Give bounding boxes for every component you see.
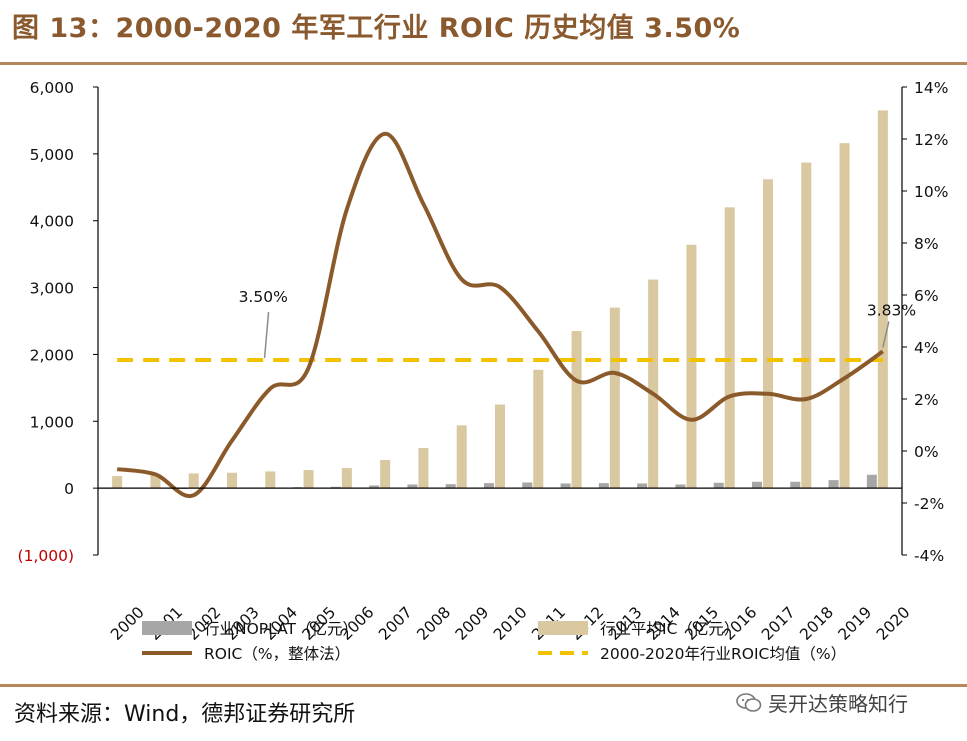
x-tick-label: 2000 xyxy=(107,603,148,644)
right-tick-label: -4% xyxy=(914,547,944,565)
left-tick-label: (1,000) xyxy=(18,547,74,565)
ic-bar xyxy=(533,369,544,489)
ic-bar xyxy=(609,307,620,489)
right-tick-label: 2% xyxy=(914,391,939,409)
noplat-bar xyxy=(445,484,456,489)
roic-line xyxy=(116,131,885,499)
right-tick-label: 8% xyxy=(914,235,939,253)
left-tick-label: 6,000 xyxy=(30,79,74,97)
annotation-label: 3.83% xyxy=(867,301,916,319)
ic-bar xyxy=(648,279,659,489)
noplat-bar xyxy=(484,483,494,489)
annotation-label: 3.50% xyxy=(239,288,288,306)
left-tick-label: 1,000 xyxy=(30,413,74,431)
left-tick-label: 0 xyxy=(64,480,74,498)
noplat-bar xyxy=(637,483,648,489)
x-tick-label: 2020 xyxy=(873,603,914,644)
watermark: 吴开达策略知行 xyxy=(736,688,908,717)
left-tick-label: 2,000 xyxy=(30,346,74,364)
annotation-leader xyxy=(263,311,270,359)
right-tick-label: 6% xyxy=(914,287,939,305)
noplat-bar xyxy=(522,482,533,489)
ic-bar xyxy=(724,207,735,489)
ic-bar xyxy=(763,179,773,489)
ic-bar xyxy=(686,244,697,489)
ic-bar xyxy=(380,460,391,489)
ic-bar xyxy=(571,331,582,489)
x-tick-label: 2010 xyxy=(490,603,531,644)
ic-bar xyxy=(303,470,314,489)
title-rule xyxy=(0,62,967,65)
ic-bar xyxy=(188,473,199,489)
right-tick-label: 12% xyxy=(914,131,948,149)
ic-bar xyxy=(839,143,850,489)
noplat-bar xyxy=(560,483,571,489)
noplat-bar xyxy=(713,482,724,489)
chart-title: 图 13：2000-2020 年军工行业 ROIC 历史均值 3.50% xyxy=(12,13,741,44)
left-tick-label: 5,000 xyxy=(30,146,74,164)
right-tick-label: 0% xyxy=(914,443,939,461)
x-tick-label: 2019 xyxy=(835,603,876,644)
ic-bar xyxy=(495,404,505,489)
ic-bar xyxy=(418,448,429,489)
left-tick-label: 3,000 xyxy=(30,280,74,298)
noplat-bar xyxy=(598,483,609,489)
ic-bar xyxy=(112,476,123,489)
right-tick-label: 10% xyxy=(914,183,948,201)
ic-bar xyxy=(341,468,352,489)
ic-bar xyxy=(456,425,467,489)
source-note: 资料来源：Wind，德邦证券研究所 xyxy=(14,702,356,727)
legend-label: 行业平均IC（亿元） xyxy=(600,620,739,638)
annotation-leader xyxy=(882,321,890,348)
right-tick-label: 14% xyxy=(914,79,948,97)
right-tick-label: -2% xyxy=(914,495,944,513)
noplat-bar xyxy=(675,484,686,489)
legend-label: 行业NOPLAT（亿元） xyxy=(204,620,358,638)
watermark-text: 吴开达策略知行 xyxy=(768,692,908,716)
ic-bar xyxy=(265,471,276,489)
footer-rule xyxy=(0,684,967,687)
roic-chart: (1,000) 0 1,000 2,000 3,000 4,000 5,000 6,000 -4… xyxy=(18,79,949,663)
noplat-bar xyxy=(828,480,839,489)
ic-bar xyxy=(877,110,888,489)
x-tick-label: 2017 xyxy=(758,603,799,644)
x-tick-label: 2009 xyxy=(452,603,493,644)
x-tick-label: 2007 xyxy=(375,603,416,644)
right-tick-label: 4% xyxy=(914,339,939,357)
noplat-bar xyxy=(790,481,801,489)
noplat-bar xyxy=(407,484,418,489)
ic-bar xyxy=(801,162,812,489)
legend-label: ROIC（%，整体法） xyxy=(204,645,350,663)
noplat-bar xyxy=(330,486,341,489)
ic-bar xyxy=(227,472,237,489)
x-tick-label: 2018 xyxy=(796,603,837,644)
wechat-icon xyxy=(736,692,762,712)
noplat-bar xyxy=(866,474,877,489)
noplat-bar xyxy=(369,485,380,489)
left-tick-label: 4,000 xyxy=(30,213,74,231)
legend-swatch-ic xyxy=(538,621,588,635)
legend-swatch-noplat xyxy=(142,621,192,635)
legend-label: 2000-2020年行业ROIC均值（%） xyxy=(600,645,846,663)
ic-bar xyxy=(150,474,161,489)
x-tick-label: 2008 xyxy=(414,603,455,644)
noplat-bar xyxy=(752,481,762,489)
